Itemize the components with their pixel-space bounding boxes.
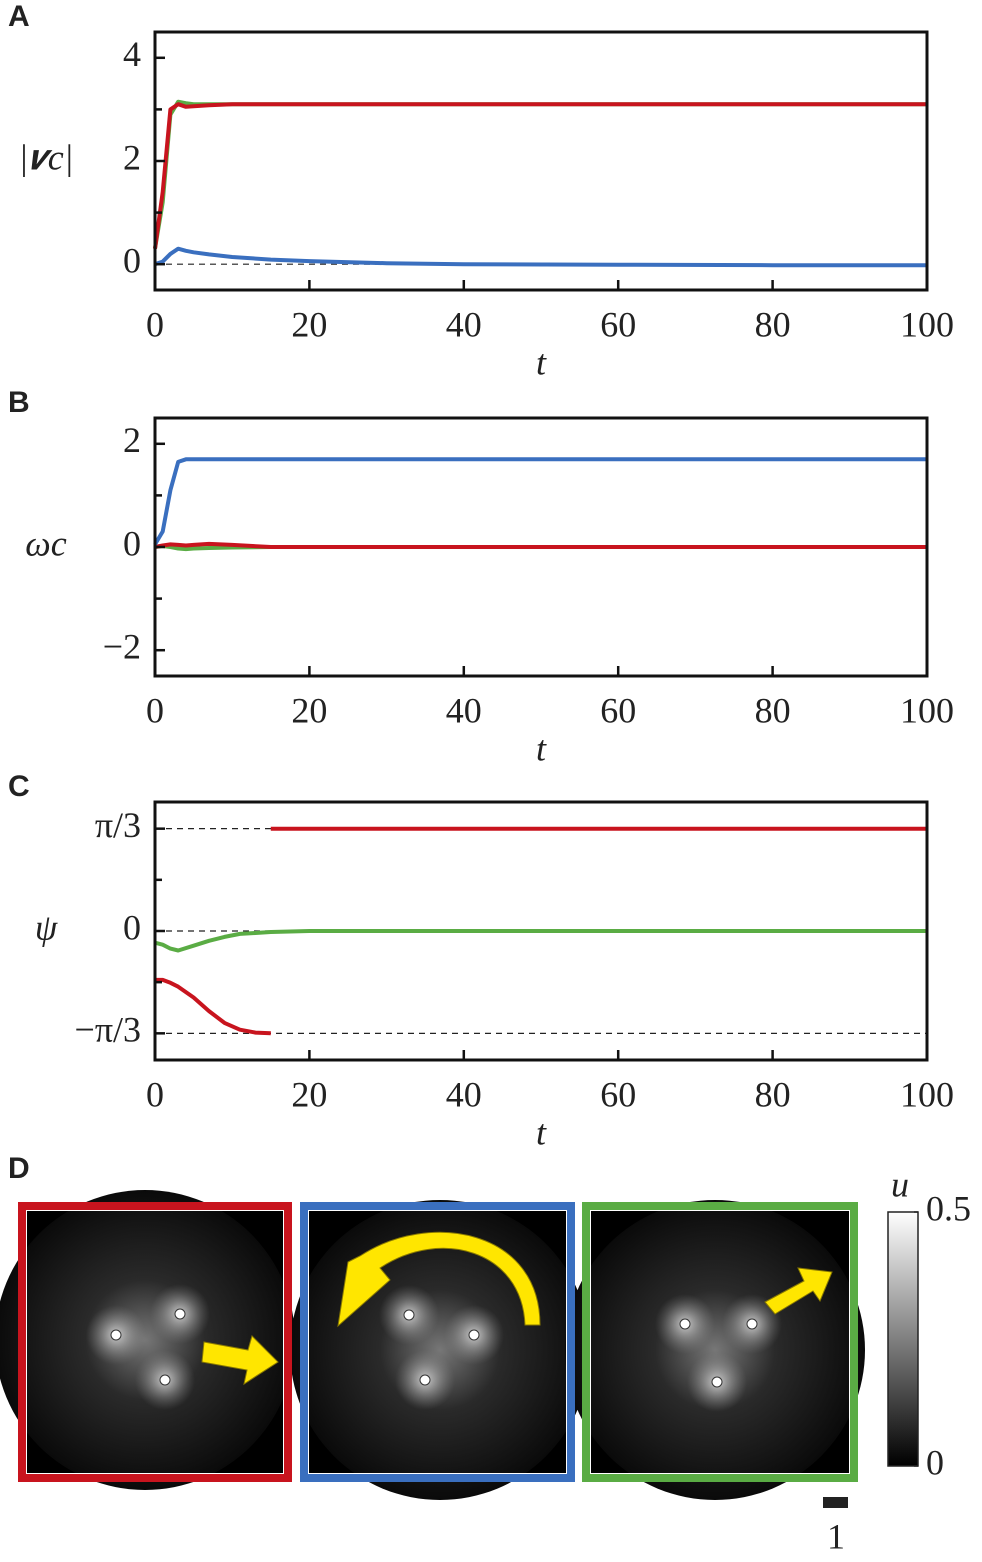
x-axis-label: t (536, 1112, 547, 1152)
series-line (153, 99, 927, 250)
x-tick-label: 100 (900, 1074, 954, 1114)
series-line (154, 541, 927, 549)
y-tick-label: −2 (103, 626, 141, 666)
arrows (201, 1231, 833, 1386)
colorbar-tick-label: 0.5 (926, 1188, 971, 1228)
image-frame (300, 1202, 575, 1482)
x-tick-label: 100 (900, 304, 954, 344)
series-line (154, 246, 927, 268)
y-tick-label: 2 (123, 137, 141, 177)
image-frame (582, 1202, 858, 1482)
y-tick-label: 0 (123, 907, 141, 947)
y-axis-label: ψ (35, 907, 58, 947)
series-line (154, 929, 927, 953)
panel-letter: B (8, 386, 30, 419)
x-tick-label: 60 (600, 690, 636, 730)
series-line (153, 457, 927, 546)
panel-letter: D (8, 1152, 30, 1185)
x-tick-label: 100 (900, 690, 954, 730)
x-tick-label: 40 (446, 690, 482, 730)
y-axis-label: |𝒗c| (18, 137, 73, 177)
image-frame (18, 1202, 292, 1482)
colorbar-tick-label: 0 (926, 1442, 944, 1482)
x-axis-label: t (536, 342, 547, 382)
y-tick-label: 2 (123, 420, 141, 460)
x-tick-label: 40 (446, 1074, 482, 1114)
colorbar (887, 1211, 919, 1467)
x-tick-label: 20 (291, 304, 327, 344)
x-tick-label: 80 (755, 1074, 791, 1114)
y-axis-label: ωc (25, 523, 66, 563)
x-tick-label: 0 (146, 690, 164, 730)
x-tick-label: 60 (600, 1074, 636, 1114)
y-tick-label: π/3 (95, 805, 141, 845)
field (565, 1200, 865, 1500)
x-tick-label: 60 (600, 304, 636, 344)
y-tick-label: 0 (123, 523, 141, 563)
series-line (155, 977, 271, 1036)
panel-letter: A (8, 0, 30, 33)
x-tick-label: 80 (755, 304, 791, 344)
series-line (153, 102, 927, 249)
field (0, 1190, 295, 1490)
panel-letter: C (8, 770, 30, 803)
x-axis-label: t (536, 728, 547, 768)
x-tick-label: 20 (291, 1074, 327, 1114)
scale-bar-label: 1 (827, 1516, 845, 1556)
y-tick-label: 0 (123, 240, 141, 280)
x-tick-label: 0 (146, 304, 164, 344)
scale-bar (823, 1497, 848, 1508)
x-tick-label: 80 (755, 690, 791, 730)
x-tick-label: 0 (146, 1074, 164, 1114)
y-tick-label: 4 (123, 34, 141, 74)
panel-d-images (0, 1190, 919, 1500)
y-tick-label: −π/3 (75, 1010, 141, 1050)
x-tick-label: 40 (446, 304, 482, 344)
colorbar-title: u (891, 1164, 909, 1204)
dots (110, 1308, 758, 1388)
plot-frame (153, 30, 929, 292)
x-tick-label: 20 (291, 690, 327, 730)
